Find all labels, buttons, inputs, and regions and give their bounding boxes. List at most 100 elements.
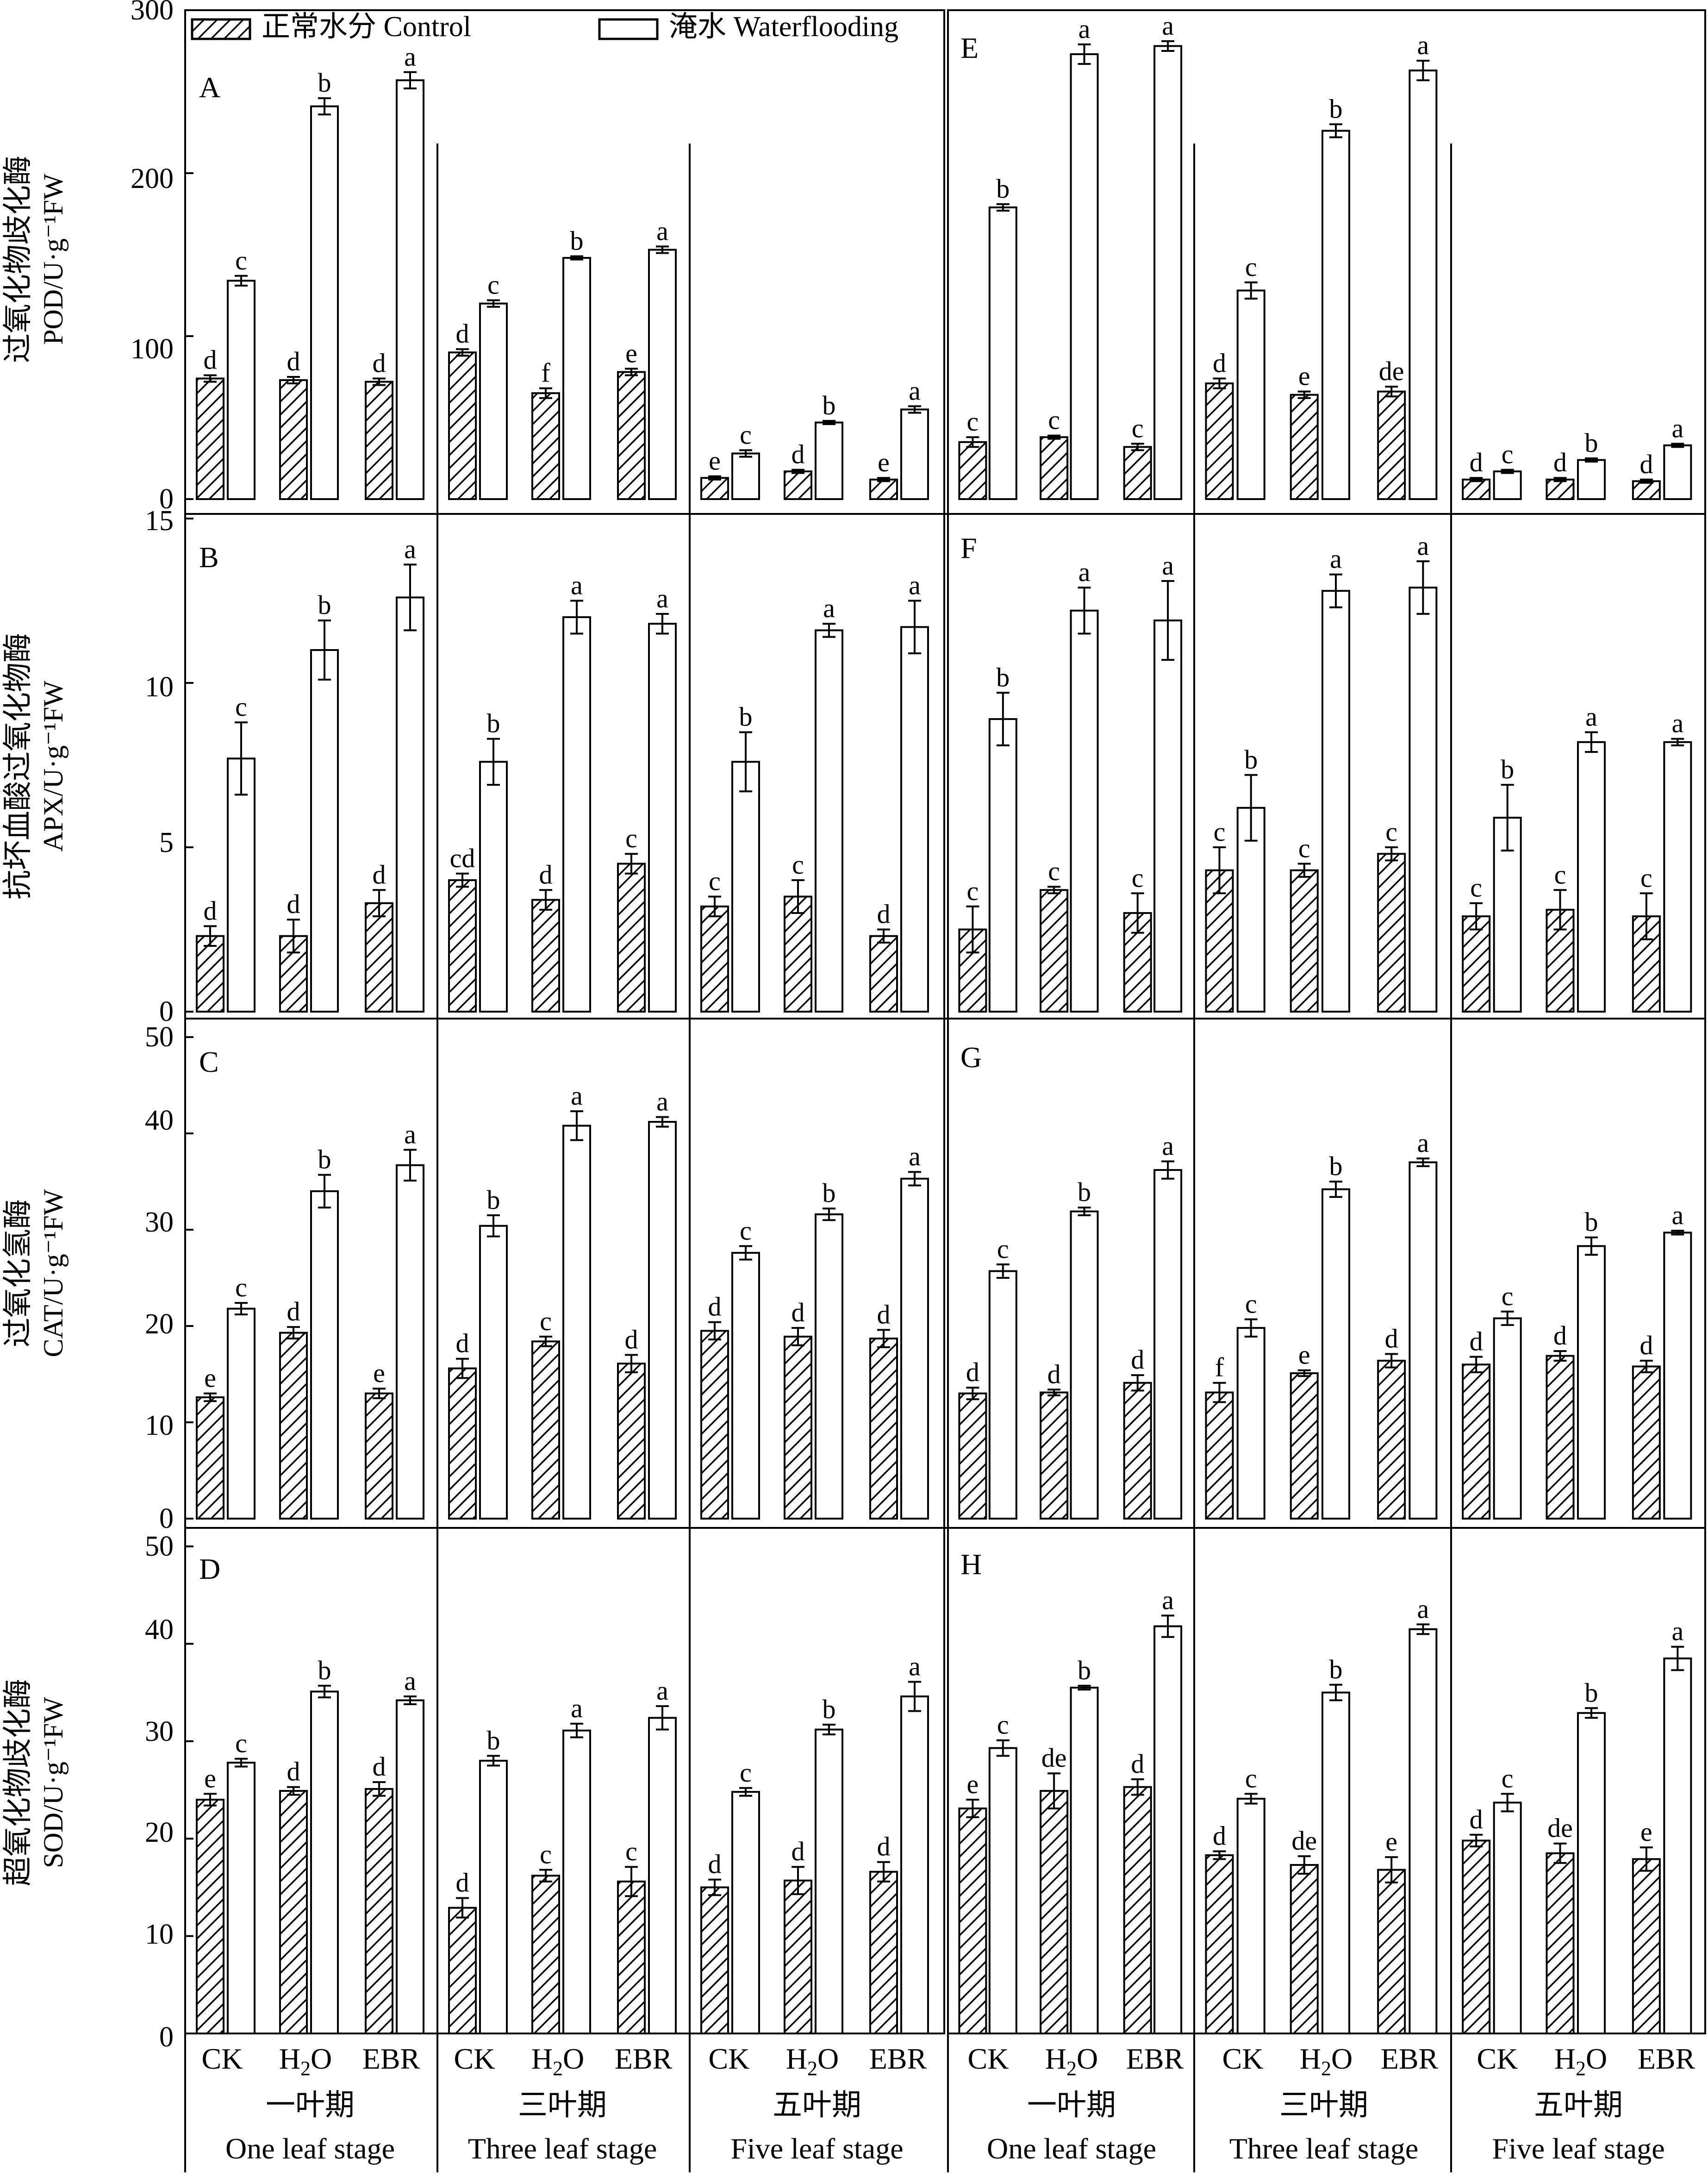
significance-letter: c	[997, 1710, 1009, 1740]
significance-letter: a	[1162, 1585, 1174, 1615]
significance-letter: d	[1639, 1330, 1653, 1360]
plot-marks: dcdbdadcfbeaecdbeadcdbdacdbdacacbcadaecd…	[196, 11, 1692, 2035]
waterflooding-bar	[1153, 1625, 1183, 2035]
y-axis-label-cat-en: CAT/U·g⁻¹FW	[38, 1189, 69, 1357]
significance-letter: b	[1584, 1677, 1598, 1708]
significance-letter: a	[571, 1693, 583, 1723]
significance-letter: b	[823, 1694, 836, 1724]
control-bar	[869, 935, 898, 1013]
significance-letter: a	[656, 583, 668, 613]
significance-letter: c	[1502, 1763, 1514, 1793]
control-bar	[1123, 1382, 1152, 1520]
significance-letter: a	[909, 375, 921, 406]
significance-letter: d	[1470, 1804, 1483, 1834]
significance-letter: c	[1245, 1289, 1257, 1319]
significance-letter: c	[740, 1758, 752, 1788]
treatment-label: CK	[968, 2042, 1009, 2075]
significance-letter: d	[1553, 447, 1567, 477]
waterflooding-bar	[310, 649, 339, 1013]
significance-letter: c	[1554, 859, 1566, 889]
control-bar	[365, 902, 393, 1013]
control-bar	[617, 1880, 646, 2034]
control-bar	[1040, 436, 1069, 500]
panel-frames	[184, 9, 1706, 2172]
significance-letter: c	[235, 1272, 247, 1302]
significance-letter: d	[1131, 1749, 1144, 1779]
significance-letter: a	[1671, 1200, 1683, 1230]
significance-letter: d	[877, 1832, 891, 1862]
significance-letter: d	[287, 1296, 300, 1326]
significance-letter: b	[996, 662, 1010, 692]
stage-label-cn: 一叶期	[1027, 2089, 1116, 2121]
significance-letter: a	[656, 216, 668, 246]
waterflooding-bar	[1577, 741, 1606, 1013]
legend-control-label: 正常水分 Control	[262, 11, 471, 43]
control-bar	[196, 377, 224, 500]
significance-letter: a	[1162, 551, 1174, 581]
frame-left	[184, 9, 945, 2034]
significance-letter: d	[792, 439, 805, 469]
control-bar	[365, 1392, 393, 1520]
significance-letter: d	[1470, 1326, 1483, 1357]
control-bar	[1123, 1786, 1152, 2034]
waterflooding-bar	[900, 1695, 929, 2035]
waterflooding-bar	[1153, 1169, 1183, 1520]
waterflooding-bar	[1493, 470, 1522, 500]
y-tick-label: 50	[145, 1531, 174, 1562]
waterflooding-bar	[396, 79, 424, 500]
significance-letter: e	[1640, 1817, 1652, 1847]
significance-letter: d	[456, 1868, 469, 1898]
waterflooding-bar	[310, 1690, 339, 2035]
waterflooding-bar	[815, 1728, 843, 2034]
treatment-label: CK	[1477, 2042, 1518, 2075]
y-axis-label-pod-cn: 过氧化物歧化酶	[1, 156, 34, 363]
control-bar	[1546, 478, 1575, 500]
significance-letter: b	[1329, 94, 1342, 124]
y-tick-label: 20	[145, 1308, 174, 1340]
significance-letter: c	[540, 1839, 552, 1870]
significance-letter: d	[792, 1297, 805, 1327]
control-bar	[531, 1875, 560, 2035]
significance-letter: a	[823, 593, 835, 623]
y-axis-label-apx-en: APX/U·g⁻¹FW	[38, 681, 69, 852]
significance-letter: a	[1417, 531, 1429, 561]
significance-letter: d	[708, 1292, 722, 1322]
significance-letter: e	[625, 338, 637, 368]
panel-letter-f: F	[960, 532, 977, 564]
control-bar	[279, 1790, 308, 2034]
y-tick-label: 0	[159, 1503, 174, 1534]
significance-letter: b	[1078, 1177, 1091, 1207]
treatment-label: EBR	[615, 2042, 673, 2075]
significance-letter: b	[487, 708, 500, 738]
control-bar	[1546, 1852, 1575, 2034]
waterflooding-bar	[1577, 1245, 1606, 1520]
waterflooding-bar	[562, 1125, 591, 1520]
significance-letter: b	[1244, 744, 1258, 775]
significance-letter: a	[404, 42, 416, 72]
waterflooding-bar	[1070, 609, 1099, 1013]
significance-letter: c	[1132, 413, 1144, 443]
waterflooding-bar	[479, 1225, 508, 1520]
treatment-label: EBR	[1126, 2042, 1184, 2075]
y-tick-label: 5	[159, 827, 174, 858]
waterflooding-bar	[479, 1759, 508, 2034]
significance-letter: b	[1501, 754, 1514, 784]
significance-letter: d	[204, 344, 217, 375]
control-bar	[531, 899, 560, 1013]
waterflooding-bar	[815, 1213, 843, 1520]
waterflooding-bar	[900, 408, 929, 500]
y-tick-label: 10	[145, 671, 174, 703]
control-bar	[448, 1367, 477, 1520]
significance-letter: c	[740, 419, 752, 450]
significance-letter: c	[1245, 252, 1257, 282]
control-bar	[1632, 1858, 1661, 2035]
control-bar	[531, 392, 560, 500]
significance-letter: e	[709, 446, 721, 476]
significance-letter: d	[1470, 447, 1483, 477]
significance-letter: de	[1041, 1743, 1067, 1773]
waterflooding-bar	[479, 302, 508, 500]
significance-letter: b	[1584, 1207, 1598, 1237]
legend-control-swatch	[191, 18, 251, 40]
significance-letter: a	[909, 570, 921, 601]
treatment-label: EBR	[1381, 2042, 1439, 2075]
